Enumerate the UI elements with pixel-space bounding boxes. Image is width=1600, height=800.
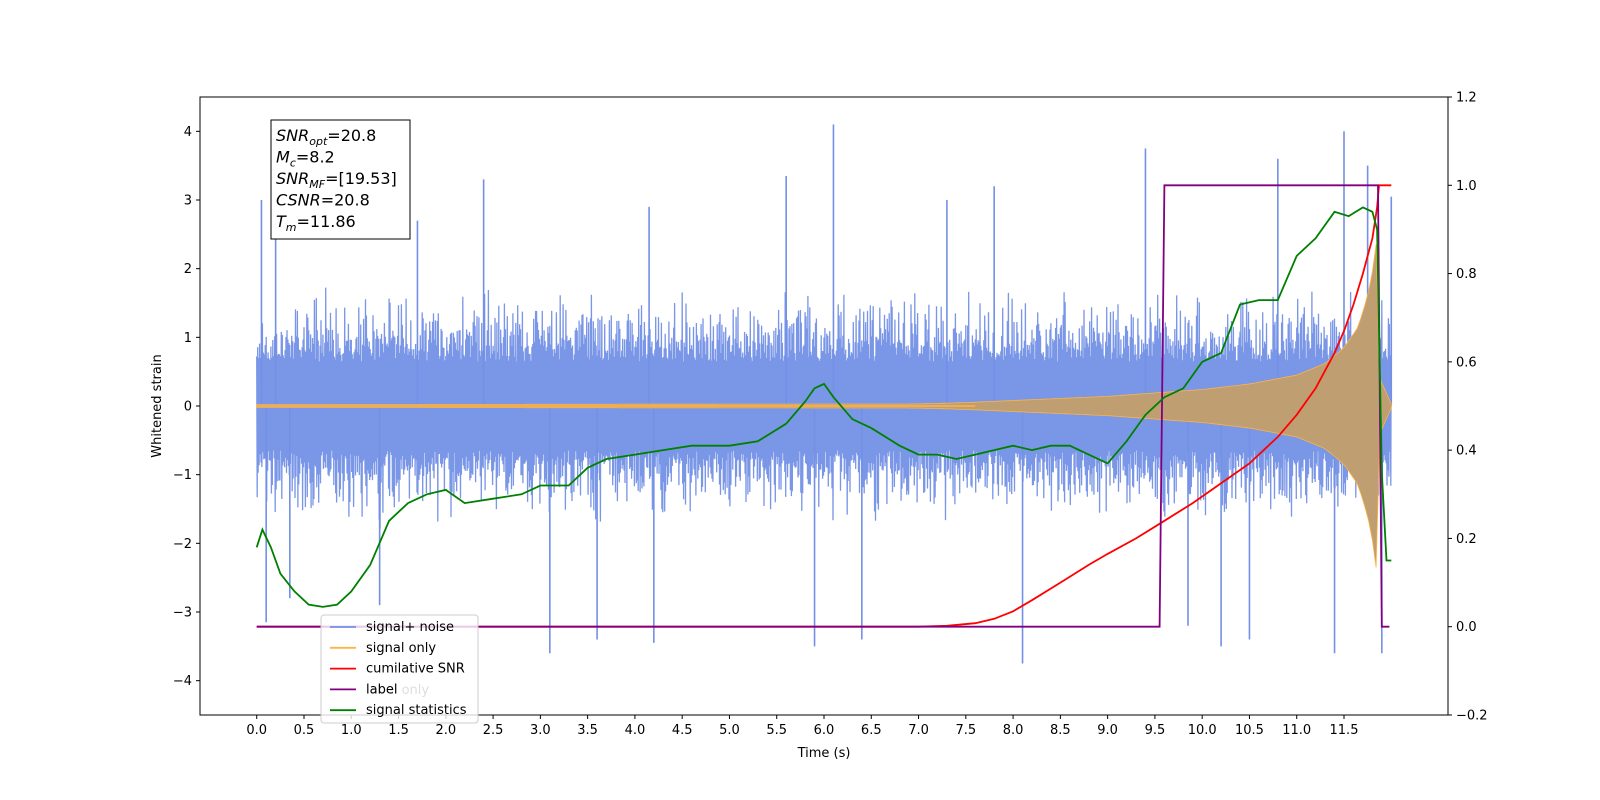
signal-noise-layer xyxy=(256,124,1393,664)
x-tick-label: 7.0 xyxy=(908,723,929,738)
y-tick-label: 0 xyxy=(184,400,192,415)
legend-label: label xyxy=(366,682,397,697)
info-line: SNRopt=20.8 xyxy=(276,126,376,148)
legend-frame xyxy=(320,614,479,724)
x-tick-label: 5.0 xyxy=(719,723,740,738)
signal-statistics-line xyxy=(255,206,1392,608)
y-axis-right: 1.2 1.0 0.8 0.6 0.4 0.2 0.0 −0.2 xyxy=(1448,91,1488,724)
y2-tick-label: −0.2 xyxy=(1456,709,1488,724)
x-tick-label: 1.5 xyxy=(388,723,409,738)
y-tick-label: 2 xyxy=(184,262,192,277)
y-tick-label: −2 xyxy=(173,537,192,552)
y2-tick-label: 0.8 xyxy=(1456,267,1477,282)
right-axis-lines-layer xyxy=(255,184,1392,628)
y-axis-label: Whitened strain xyxy=(150,354,165,457)
y2-tick-label: 0.4 xyxy=(1456,444,1477,459)
x-tick-label: 8.5 xyxy=(1050,723,1071,738)
legend-label: cumilative SNR xyxy=(366,662,465,677)
x-tick-label: 2.0 xyxy=(435,723,456,738)
x-tick-label: 2.5 xyxy=(483,723,504,738)
y-axis-left: 4 3 2 1 0 −1 −2 −3 −4 xyxy=(173,125,200,689)
y-tick-label: 4 xyxy=(184,125,192,140)
x-axis: 0.0 0.5 1.0 1.5 2.0 2.5 3.0 3.5 4.0 4.5 5.0 5.5 6.0 6… xyxy=(246,715,1358,738)
info-line: Tm=11.86 xyxy=(276,212,356,234)
info-line: Mc=8.2 xyxy=(276,148,335,170)
y-tick-label: −1 xyxy=(173,468,192,483)
y2-tick-label: 1.2 xyxy=(1456,91,1477,106)
legend: label only signal+ noise signal only cumila… xyxy=(320,614,479,724)
signal-only-layer xyxy=(256,244,1392,568)
x-tick-label: 7.5 xyxy=(955,723,976,738)
y-tick-label: −3 xyxy=(173,606,192,621)
x-axis-label: Time (s) xyxy=(797,746,851,761)
legend-label: signal statistics xyxy=(366,703,467,718)
legend-label: signal only xyxy=(366,641,436,656)
y2-tick-label: 1.0 xyxy=(1456,179,1477,194)
info-line: CSNR=20.8 xyxy=(276,191,370,210)
y2-tick-label: 0.0 xyxy=(1456,620,1477,635)
x-tick-label: 10.0 xyxy=(1188,723,1217,738)
x-tick-label: 9.0 xyxy=(1097,723,1118,738)
x-tick-label: 3.5 xyxy=(577,723,598,738)
x-tick-label: 4.5 xyxy=(672,723,693,738)
x-tick-label: 6.5 xyxy=(861,723,882,738)
label-line xyxy=(256,184,1390,628)
y2-tick-label: 0.6 xyxy=(1456,355,1477,370)
x-tick-label: 3.0 xyxy=(530,723,551,738)
x-tick-label: 0.5 xyxy=(294,723,315,738)
info-line: SNRMF=[19.53] xyxy=(276,169,397,191)
info-box-frame xyxy=(270,119,411,240)
legend-hidden-label: label only xyxy=(366,683,429,698)
y-tick-label: 3 xyxy=(184,194,192,209)
x-tick-label: 11.5 xyxy=(1330,723,1359,738)
x-tick-label: 6.0 xyxy=(814,723,835,738)
y-tick-label: −4 xyxy=(173,674,192,689)
x-tick-label: 8.0 xyxy=(1003,723,1024,738)
x-tick-label: 4.0 xyxy=(625,723,646,738)
cumilative-snr-line xyxy=(256,184,1392,628)
x-tick-label: 10.5 xyxy=(1235,723,1264,738)
legend-label: signal+ noise xyxy=(366,620,454,635)
x-tick-label: 0.0 xyxy=(246,723,267,738)
x-tick-label: 9.5 xyxy=(1145,723,1166,738)
x-tick-label: 1.0 xyxy=(341,723,362,738)
x-tick-label: 11.0 xyxy=(1282,723,1311,738)
y2-tick-label: 0.2 xyxy=(1456,532,1477,547)
y-tick-label: 1 xyxy=(184,331,192,346)
x-tick-label: 5.5 xyxy=(766,723,787,738)
signal-noise-trace xyxy=(256,287,1392,529)
